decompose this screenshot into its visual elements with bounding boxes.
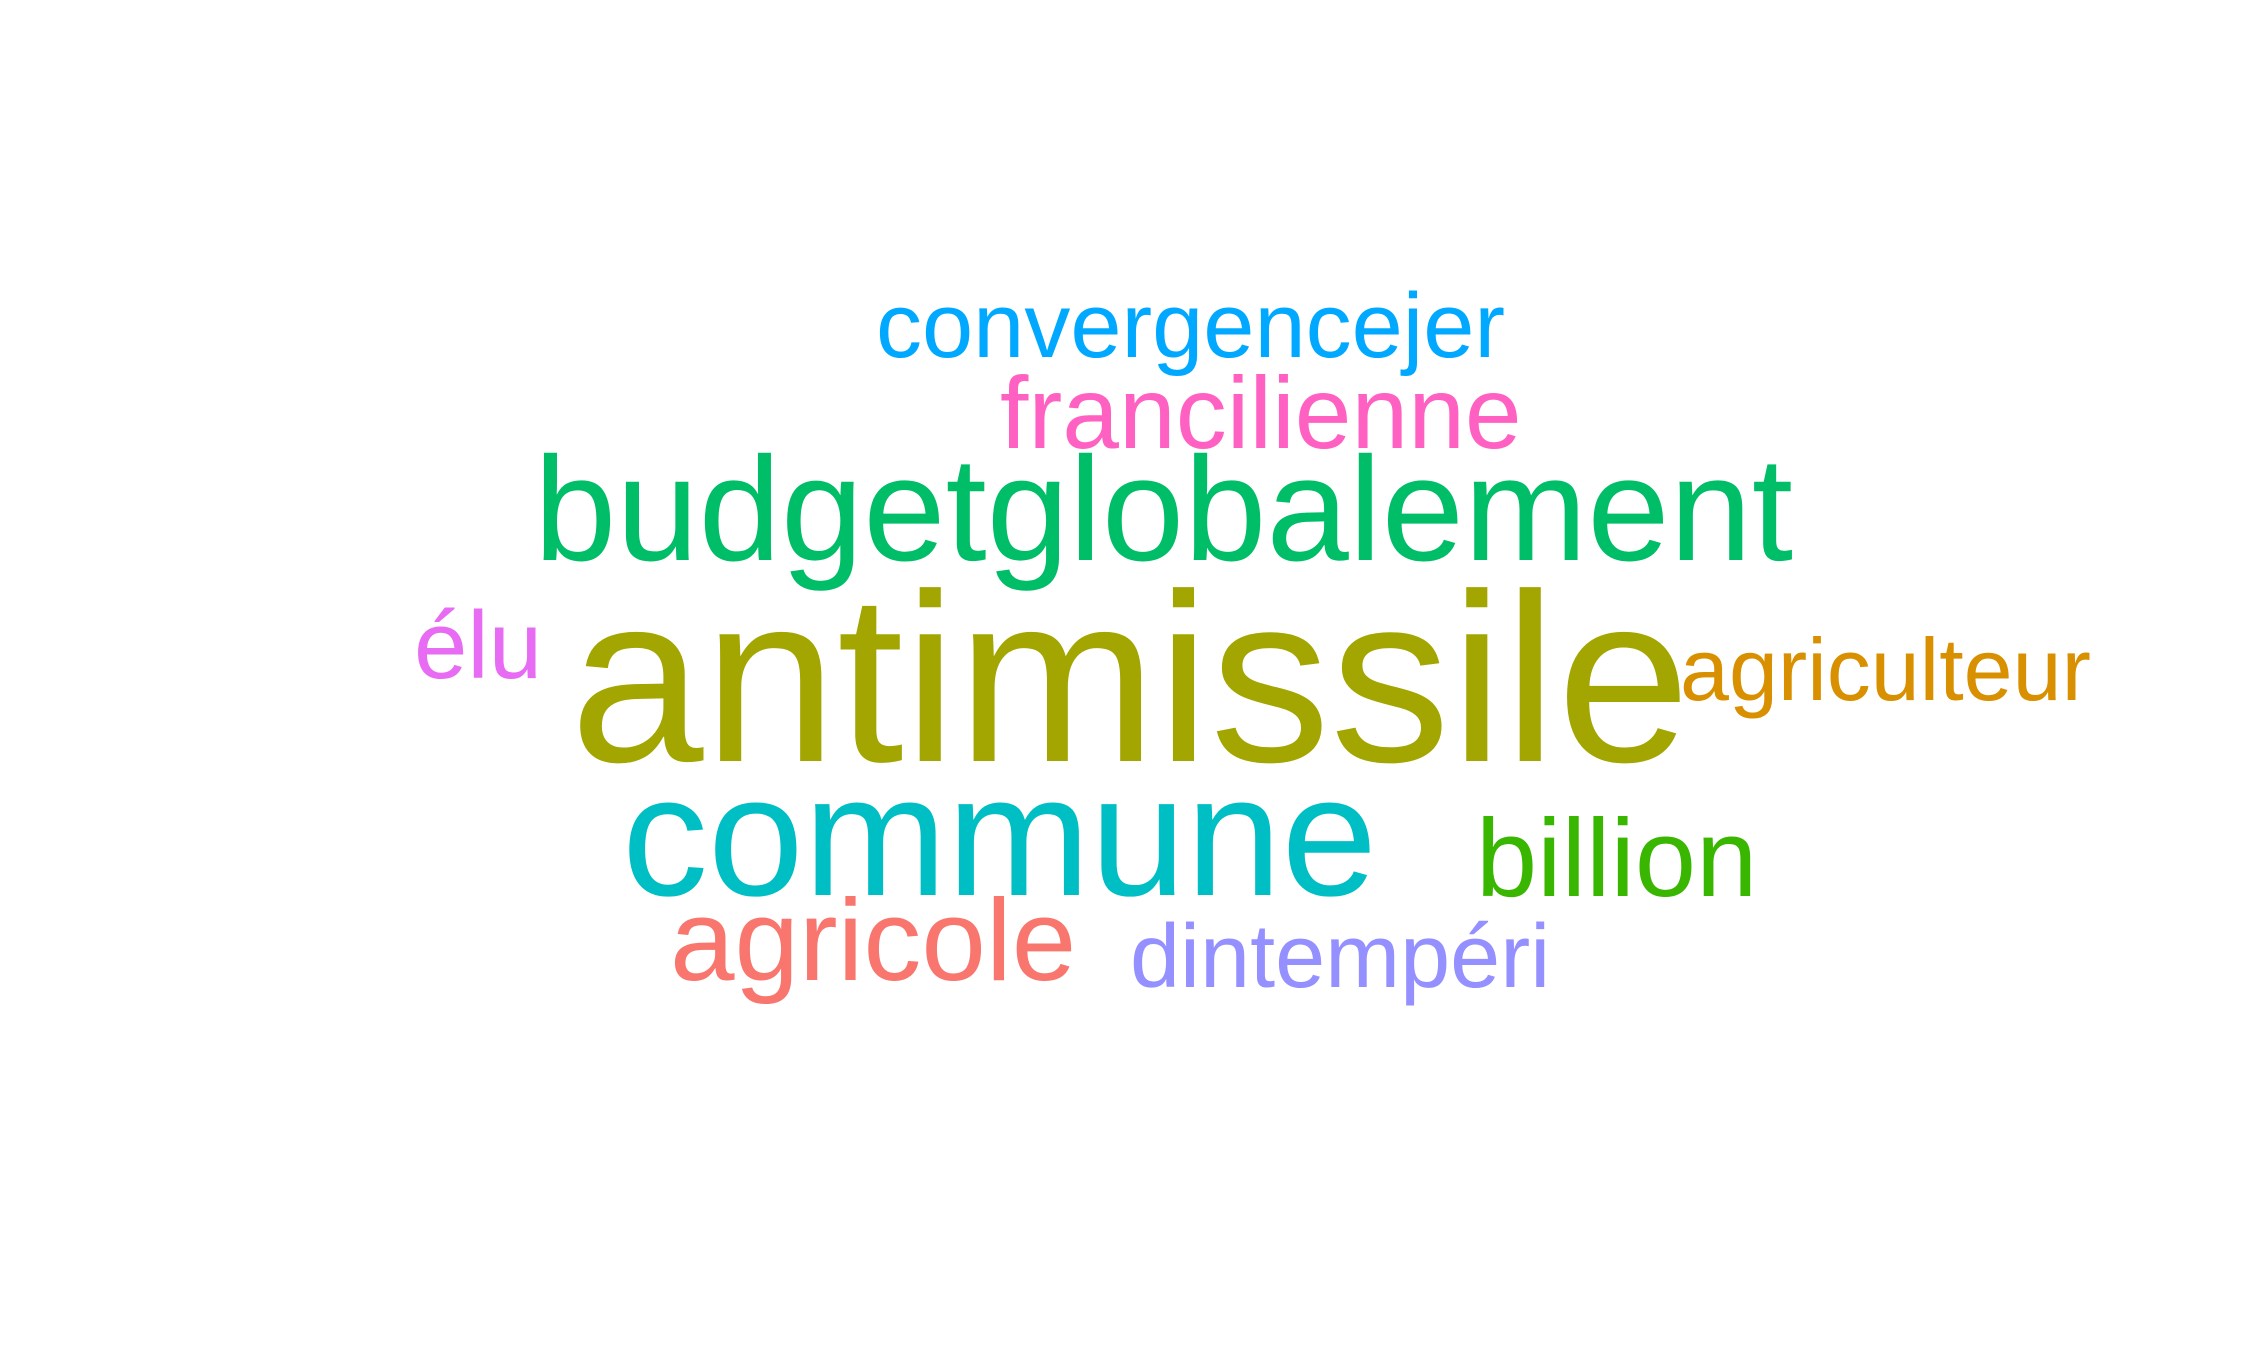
word-dintemperi: dintempéri — [1130, 907, 1551, 1007]
word-agriculteur: agriculteur — [1680, 620, 2091, 719]
word-francilienne: francilienne — [1000, 356, 1522, 470]
word-billion: billion — [1476, 797, 1758, 920]
word-elu: élu — [414, 592, 543, 699]
word-commune: commune — [622, 740, 1378, 932]
word-convergencejer: convergencejer — [876, 275, 1506, 377]
word-agricole: agricole — [670, 875, 1077, 1005]
word-budgetglobalement: budgetglobalement — [534, 427, 1794, 592]
word-antimissile: antimissile — [570, 544, 1691, 812]
